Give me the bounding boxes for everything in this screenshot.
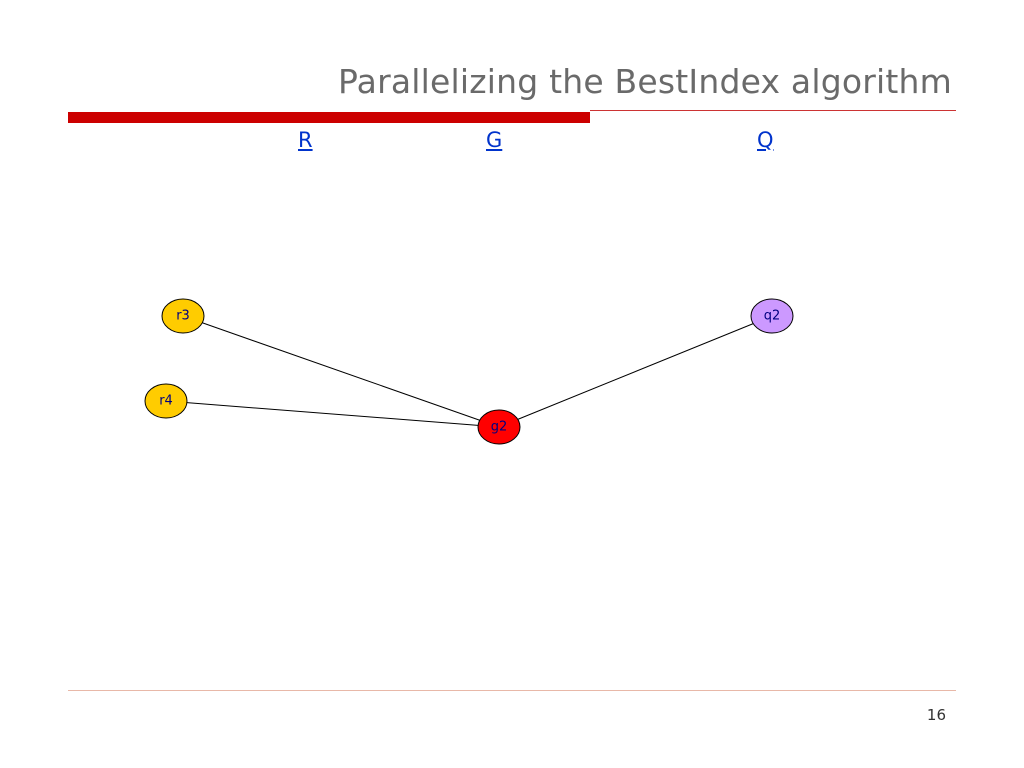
edge-r3-g2 [202, 322, 480, 421]
edge-r4-g2 [186, 402, 479, 426]
column-link-g[interactable]: G [486, 128, 503, 152]
slide-title: Parallelizing the BestIndex algorithm [338, 62, 952, 101]
node-g2-label: g2 [491, 420, 508, 435]
column-link-r[interactable]: R [298, 128, 313, 152]
node-g2: g2 [477, 409, 521, 445]
node-q2-label: q2 [764, 309, 781, 324]
node-q2: q2 [750, 298, 794, 334]
node-r3-shape [161, 298, 205, 334]
title-accent-bar [68, 112, 590, 123]
footer-divider [68, 690, 956, 691]
node-q2-shape [750, 298, 794, 334]
node-r4-shape [144, 383, 188, 419]
node-r3: r3 [161, 298, 205, 334]
node-r4: r4 [144, 383, 188, 419]
title-divider-line [590, 110, 956, 111]
node-r3-label: r3 [176, 309, 190, 324]
page-number: 16 [926, 706, 946, 724]
edges-layer [186, 322, 754, 426]
column-link-q[interactable]: Q [757, 128, 774, 152]
edge-q2-g2 [517, 323, 754, 420]
nodes-layer: r3 r4 g2 q2 [144, 298, 794, 445]
node-r4-label: r4 [159, 394, 173, 409]
node-g2-shape [477, 409, 521, 445]
